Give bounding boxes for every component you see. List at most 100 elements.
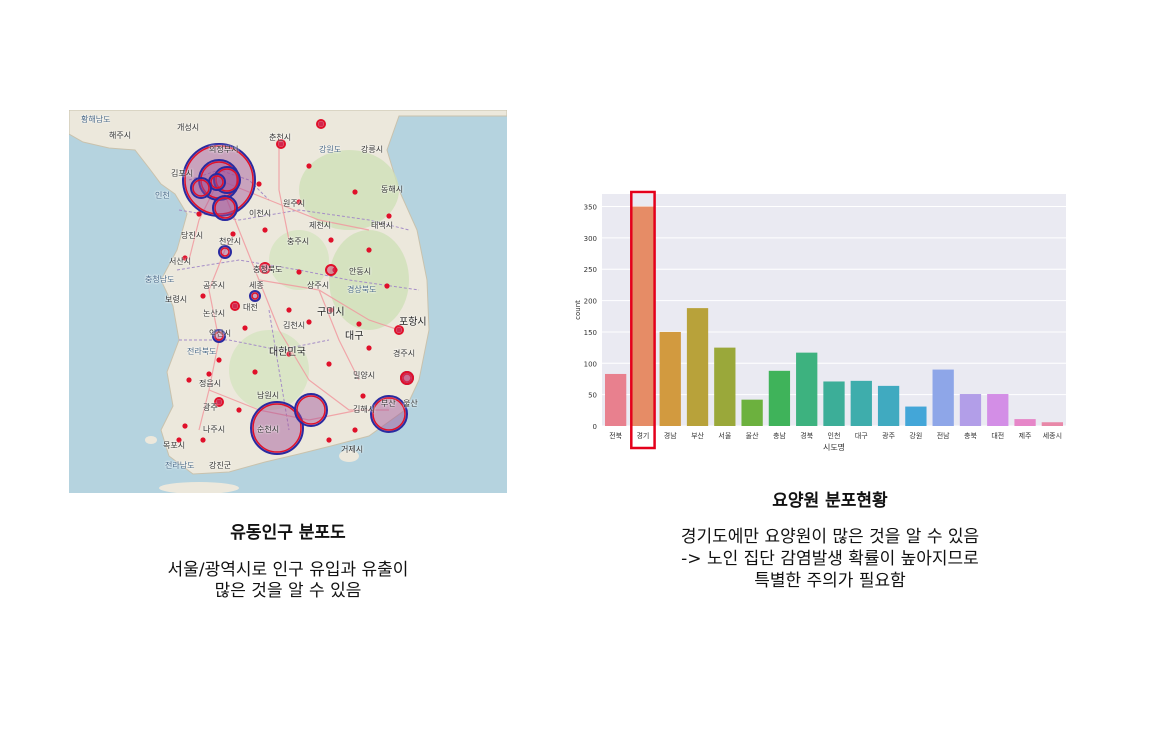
y-tick-label: 100	[584, 360, 597, 368]
population-dot	[296, 269, 302, 275]
map-place-label: 제천시	[309, 221, 332, 230]
y-tick-label: 250	[584, 266, 597, 274]
x-tick-label: 서울	[718, 431, 731, 440]
chart-description: 경기도에만 요양원이 많은 것을 알 수 있음 -> 노인 집단 감염발생 확률…	[580, 526, 1080, 592]
map-place-label: 포항시	[399, 317, 427, 328]
map-description-line: 많은 것을 알 수 있음	[214, 581, 362, 601]
population-dot	[384, 283, 390, 289]
x-tick-label: 경북	[800, 431, 813, 440]
x-axis-label: 시도명	[823, 442, 845, 452]
x-tick-label: 대구	[855, 432, 868, 440]
map-place-label: 안동시	[349, 267, 372, 276]
map-place-label: 세종	[249, 281, 264, 290]
y-tick-label: 150	[584, 329, 597, 337]
x-tick-label: 인천	[828, 431, 841, 440]
bar-대구	[850, 380, 872, 426]
map-place-label: 의정부시	[209, 145, 239, 154]
map-place-label: 논산시	[203, 309, 226, 318]
population-bubble-ring	[192, 179, 210, 197]
population-dot	[206, 371, 212, 377]
province-boundaries	[176, 169, 420, 431]
land-mass	[69, 110, 507, 475]
highlight-box-gyeonggi	[630, 190, 656, 450]
map-place-label: 대구	[345, 331, 364, 342]
x-tick-label: 경남	[664, 431, 677, 440]
population-bubble	[212, 195, 238, 221]
map-place-label: 천안시	[219, 237, 242, 246]
chart-description-line: 경기도에만 요양원이 많은 것을 알 수 있음	[680, 527, 980, 547]
bar-대전	[987, 394, 1009, 426]
map-place-label: 목포시	[163, 441, 186, 450]
population-dot	[296, 199, 302, 205]
map-title: 유동인구 분포도	[230, 523, 346, 543]
x-tick-label: 대전	[991, 431, 1004, 440]
population-bubble-ring	[214, 197, 236, 219]
population-bubble-ring	[184, 145, 254, 215]
map-place-label: 이천시	[249, 209, 272, 218]
x-tick-label: 전북	[609, 431, 622, 440]
population-dot	[252, 369, 258, 375]
population-dot	[262, 227, 268, 233]
map-place-label: 순천시	[257, 425, 280, 434]
map-description-line: 서울/광역시로 인구 유입과 유출이	[167, 560, 409, 580]
population-dot	[242, 325, 248, 331]
population-bubble-ring	[215, 168, 239, 192]
population-bubble-ring	[251, 292, 259, 300]
x-tick-label: 전남	[937, 431, 950, 440]
map-place-label: 남원시	[257, 391, 280, 400]
population-ring	[259, 262, 271, 274]
y-tick-label: 0	[593, 423, 597, 431]
map-place-label: 구미시	[317, 307, 345, 318]
x-tick-label: 충남	[773, 431, 786, 440]
bar-경기	[632, 206, 654, 426]
x-tick-label: 충북	[964, 431, 977, 440]
population-dot	[326, 361, 332, 367]
population-bubble-ring	[372, 397, 406, 431]
map-place-label: 익산시	[209, 329, 232, 338]
population-bubble-ring	[210, 175, 224, 189]
map-place-label: 태백시	[371, 221, 394, 230]
x-tick-label: 부산	[691, 431, 704, 440]
map-place-label: 서산시	[169, 257, 192, 266]
population-dot	[196, 211, 202, 217]
chart-description-line: -> 노인 집단 감염발생 확률이 높아지므로	[681, 549, 979, 569]
map-place-label: 동해시	[381, 185, 404, 194]
population-dot	[182, 255, 188, 261]
population-dot	[256, 181, 262, 187]
chart-title: 요양원 분포현황	[772, 491, 888, 511]
bar-경북	[796, 352, 818, 426]
population-dot	[366, 345, 372, 351]
bar-강원	[905, 406, 927, 426]
population-flow-map: 황해남도 해주시 개성시 춘천시 강원도 강릉시 의정부시 김포시 인천 동해시 원주시 이천시 충주시…	[69, 110, 507, 493]
map-place-label: 전라남도	[165, 461, 195, 470]
population-ring	[276, 139, 286, 149]
population-dot	[352, 427, 358, 433]
map-place-label: 광주	[203, 403, 218, 412]
population-markers	[176, 119, 414, 455]
population-ring	[230, 301, 240, 311]
map-place-label: 울산	[403, 399, 418, 408]
population-dot	[328, 237, 334, 243]
map-place-label: 강원도	[319, 145, 342, 154]
map-place-label: 원주시	[283, 199, 306, 208]
population-dot	[182, 423, 188, 429]
bar-충남	[768, 370, 791, 426]
population-dot	[200, 437, 206, 443]
map-place-label: 충청남도	[145, 275, 175, 284]
bar-경남	[659, 331, 681, 426]
population-dot	[306, 163, 312, 169]
population-bubble	[250, 401, 304, 455]
map-place-label: 황해남도	[81, 115, 111, 124]
map-place-label: 경상북도	[347, 285, 377, 294]
bar-인천	[823, 381, 845, 426]
population-bubble	[294, 393, 328, 427]
y-tick-label: 300	[584, 235, 597, 243]
x-tick-label: 경기	[636, 431, 649, 440]
x-tick-label: 울산	[746, 431, 759, 440]
map-place-label: 대전	[243, 303, 258, 312]
population-bubble-ring	[220, 247, 230, 257]
population-dot	[286, 351, 292, 357]
x-tick-label: 제주	[1019, 432, 1032, 440]
map-graphic	[69, 110, 507, 493]
population-bubble-ring	[252, 403, 302, 453]
